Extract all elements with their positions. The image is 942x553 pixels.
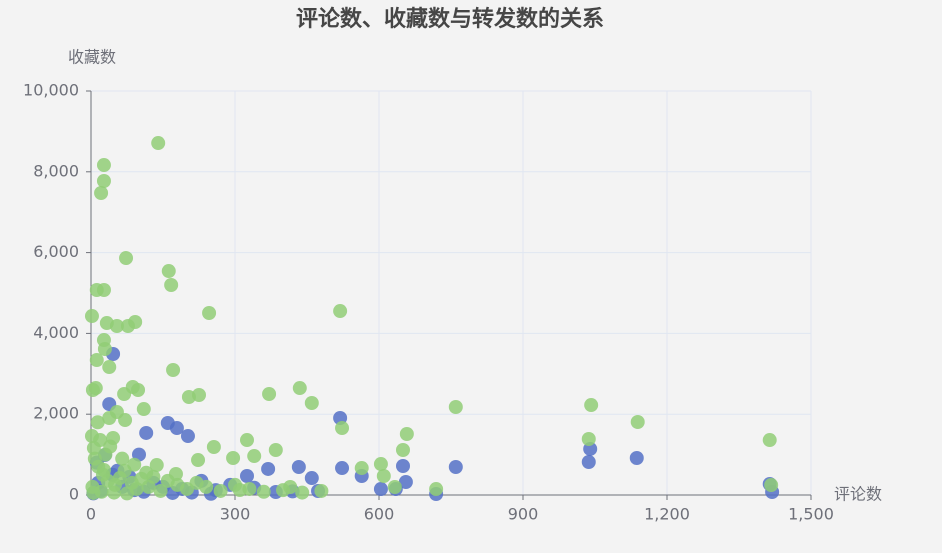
scatter-point [119,251,134,266]
scatter-point [180,429,195,444]
scatter-point [333,304,348,319]
scatter-point [102,410,117,425]
scatter-point [314,483,329,498]
scatter-point [247,449,262,464]
scatter-point [373,482,388,497]
scatter-point [629,450,644,465]
scatter-point [206,440,221,455]
scatter-point [581,454,596,469]
scatter-point [399,426,414,441]
scatter-point [268,442,283,457]
scatter-point [764,478,779,493]
scatter-point [191,453,206,468]
scatter-point [97,341,112,356]
scatter-point [228,477,242,492]
scatter-point [98,447,113,462]
scatter-point [199,479,214,494]
scatter-point [120,486,134,501]
scatter-point [396,442,410,457]
scatter-point [256,484,271,499]
scatter-point [226,450,241,465]
scatter-point [304,396,319,411]
chart-title: 评论数、收藏数与转发数的关系 [296,6,604,32]
scatter-point [146,469,161,484]
y-tick-label: 10,000 [23,81,79,100]
x-tick-label: 0 [86,505,96,524]
scatter-point [448,400,463,415]
scatter-point [169,421,184,436]
scatter-point [202,305,217,320]
scatter-point [166,363,181,378]
scatter-point [136,402,151,417]
scatter-point [127,457,142,472]
scatter-point [261,461,276,476]
scatter-point [242,481,257,496]
scatter-point [292,381,307,396]
scatter-point [376,469,391,484]
scatter-point [429,482,444,497]
scatter-point [240,433,254,448]
scatter-point [96,283,111,298]
scatter-point [240,469,254,484]
scatter-point [120,319,135,334]
x-tick-label: 300 [220,505,251,524]
scatter-point [96,158,111,173]
scatter-point [117,387,132,401]
scatter-point [94,186,109,201]
x-tick-label: 1,200 [644,505,690,524]
scatter-point [630,414,645,429]
scatter-point [387,480,402,495]
scatter-point [85,479,100,494]
scatter-point [295,485,310,500]
scatter-point [304,471,319,486]
scatter-point [213,483,228,498]
scatter-point [276,483,290,498]
scatter-point [139,425,154,440]
y-tick-label: 2,000 [33,404,79,423]
scatter-point [151,136,166,151]
scatter-point [107,485,122,500]
scatter-point [89,353,104,368]
x-tick-label: 1,500 [788,505,834,524]
scatter-point [149,458,164,473]
scatter-point [102,360,117,375]
scatter-point [354,461,369,476]
x-axis-title: 评论数 [834,485,882,504]
scatter-point [131,383,146,398]
scatter-point [335,421,350,436]
scatter-point [153,483,168,498]
scatter-point [262,387,277,401]
scatter-point [84,309,99,324]
y-tick-label: 4,000 [33,323,79,342]
scatter-point [335,461,350,476]
y-tick-label: 6,000 [33,242,79,261]
scatter-point [192,388,206,403]
scatter-point [115,451,130,466]
scatter-point [396,458,410,473]
y-tick-label: 8,000 [33,161,79,180]
y-axis-title: 收藏数 [68,48,116,67]
x-tick-label: 600 [364,505,395,524]
scatter-point [161,264,176,279]
scatter-point [584,398,599,413]
scatter-point [164,278,179,293]
scatter-point [581,432,596,447]
scatter-point [291,460,306,475]
x-tick-label: 900 [508,505,539,524]
scatter-point [109,319,124,334]
scatter-point [96,174,111,189]
scatter-point [90,415,105,430]
scatter-point [86,441,101,456]
scatter-point [118,413,133,428]
scatter-point [85,383,100,398]
scatter-point [373,457,388,472]
scatter-point [448,460,463,475]
scatter-point [398,474,413,489]
y-tick-label: 0 [69,485,79,504]
scatter-point [762,433,777,448]
